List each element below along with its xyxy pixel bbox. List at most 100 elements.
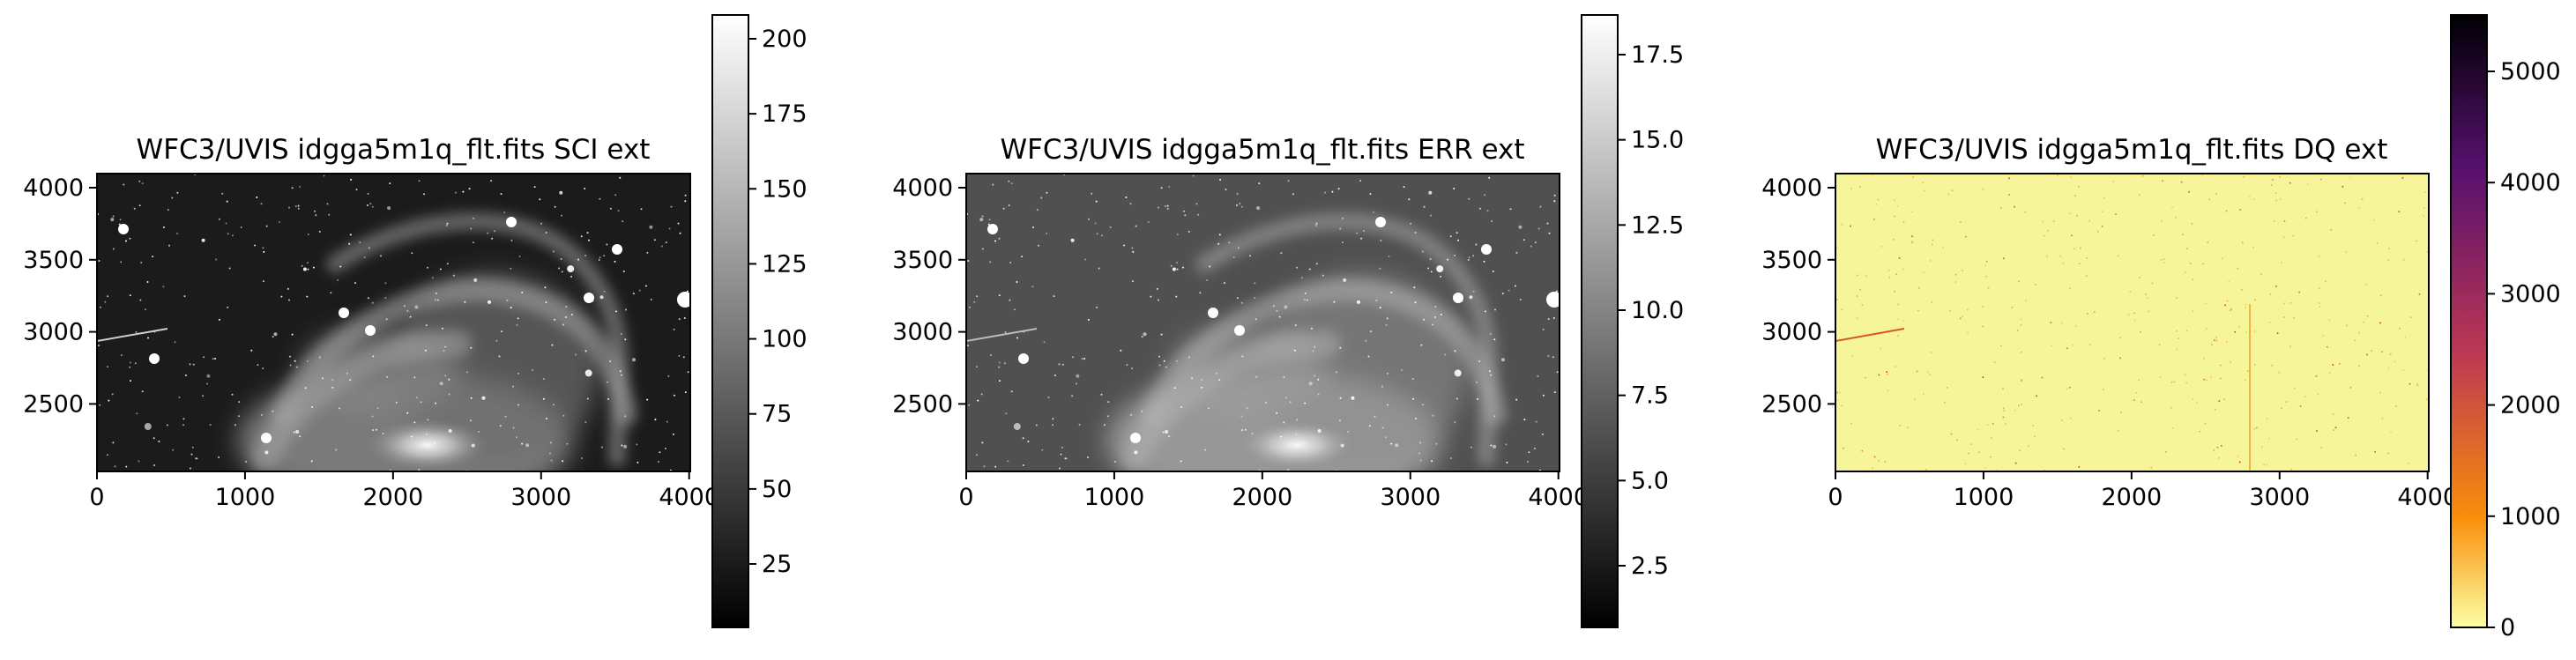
star	[288, 299, 290, 301]
star	[566, 442, 569, 445]
x-tick-label: 0	[1828, 484, 1843, 511]
star	[423, 193, 425, 196]
star	[1447, 258, 1449, 261]
hot-pixel	[1859, 186, 1861, 188]
star	[1430, 214, 1432, 217]
star	[517, 372, 520, 374]
star	[1289, 401, 1292, 404]
star	[386, 375, 389, 378]
star	[192, 363, 195, 366]
star	[437, 299, 439, 301]
hot-pixel	[1948, 310, 1951, 312]
star	[326, 203, 329, 205]
star	[1454, 421, 1456, 424]
star	[498, 355, 501, 358]
star	[624, 415, 627, 418]
hot-pixel	[2186, 248, 2188, 249]
star	[1284, 305, 1288, 309]
hot-pixel	[2148, 310, 2150, 313]
star	[1070, 238, 1075, 242]
star	[682, 356, 685, 359]
hot-pixel	[2175, 216, 2177, 219]
hot-pixel	[2073, 248, 2075, 250]
star	[1420, 344, 1423, 346]
star	[975, 454, 978, 456]
star	[1087, 218, 1090, 220]
hot-pixel	[1951, 189, 1954, 192]
star	[1381, 385, 1383, 388]
star	[1287, 180, 1290, 182]
star	[1293, 349, 1296, 352]
hot-pixel	[2354, 339, 2356, 342]
star	[141, 390, 144, 393]
star	[551, 344, 554, 346]
star	[231, 234, 234, 237]
star	[371, 205, 374, 208]
hot-pixel	[2019, 449, 2021, 452]
star	[1339, 346, 1342, 349]
star	[470, 346, 473, 349]
hot-pixel	[1954, 273, 1957, 276]
hot-pixel	[1982, 325, 1984, 328]
hot-pixel	[2355, 454, 2356, 456]
hot-pixel	[1841, 404, 1843, 407]
star	[452, 274, 455, 277]
hot-pixel	[1897, 303, 1899, 306]
star	[521, 442, 524, 445]
hot-pixel	[2273, 220, 2275, 222]
star	[683, 317, 686, 319]
hot-pixel	[1982, 306, 1984, 308]
hot-pixel	[2253, 427, 2256, 430]
star	[545, 232, 547, 234]
hot-pixel	[1965, 235, 1967, 238]
hot-pixel	[1902, 268, 1904, 271]
hot-pixel	[2319, 287, 2320, 289]
hot-pixel	[2423, 215, 2424, 217]
star	[218, 318, 220, 321]
star	[1208, 407, 1210, 410]
star	[371, 415, 374, 418]
star	[543, 397, 545, 400]
star	[670, 205, 673, 208]
hot-pixel	[2071, 234, 2073, 237]
hot-pixel	[2245, 379, 2246, 382]
hot-pixel	[2245, 303, 2247, 306]
hot-pixel	[2416, 385, 2419, 387]
hot-pixel	[2328, 319, 2331, 322]
star	[289, 364, 292, 367]
hot-pixel	[2182, 234, 2184, 236]
hot-pixel	[1947, 193, 1950, 196]
star	[144, 308, 146, 311]
hot-pixel	[2192, 310, 2193, 312]
star	[606, 243, 608, 246]
star	[989, 354, 992, 356]
star	[1141, 336, 1143, 338]
hot-pixel	[2070, 417, 2072, 419]
star	[1429, 257, 1432, 260]
star	[1484, 194, 1486, 197]
star	[499, 425, 502, 427]
star	[687, 371, 689, 374]
hot-pixel	[2304, 396, 2306, 397]
star	[260, 203, 263, 205]
hot-pixel	[2163, 262, 2165, 263]
hot-pixel	[2424, 191, 2426, 193]
hot-pixel	[1978, 451, 1980, 454]
hot-pixel	[1926, 371, 1929, 374]
hot-pixel	[2138, 194, 2140, 197]
hot-pixel	[2252, 247, 2254, 248]
hot-pixel	[2088, 344, 2091, 345]
star	[367, 297, 369, 300]
star	[623, 444, 628, 449]
star	[299, 435, 301, 438]
star	[1083, 358, 1086, 360]
hot-pixel	[1922, 182, 1925, 183]
hot-pixel	[1843, 447, 1844, 449]
star	[1342, 217, 1344, 219]
star	[1427, 267, 1430, 270]
star	[968, 404, 971, 406]
star	[1380, 239, 1382, 241]
hot-pixel	[2018, 280, 2020, 282]
hot-pixel	[2275, 286, 2277, 287]
